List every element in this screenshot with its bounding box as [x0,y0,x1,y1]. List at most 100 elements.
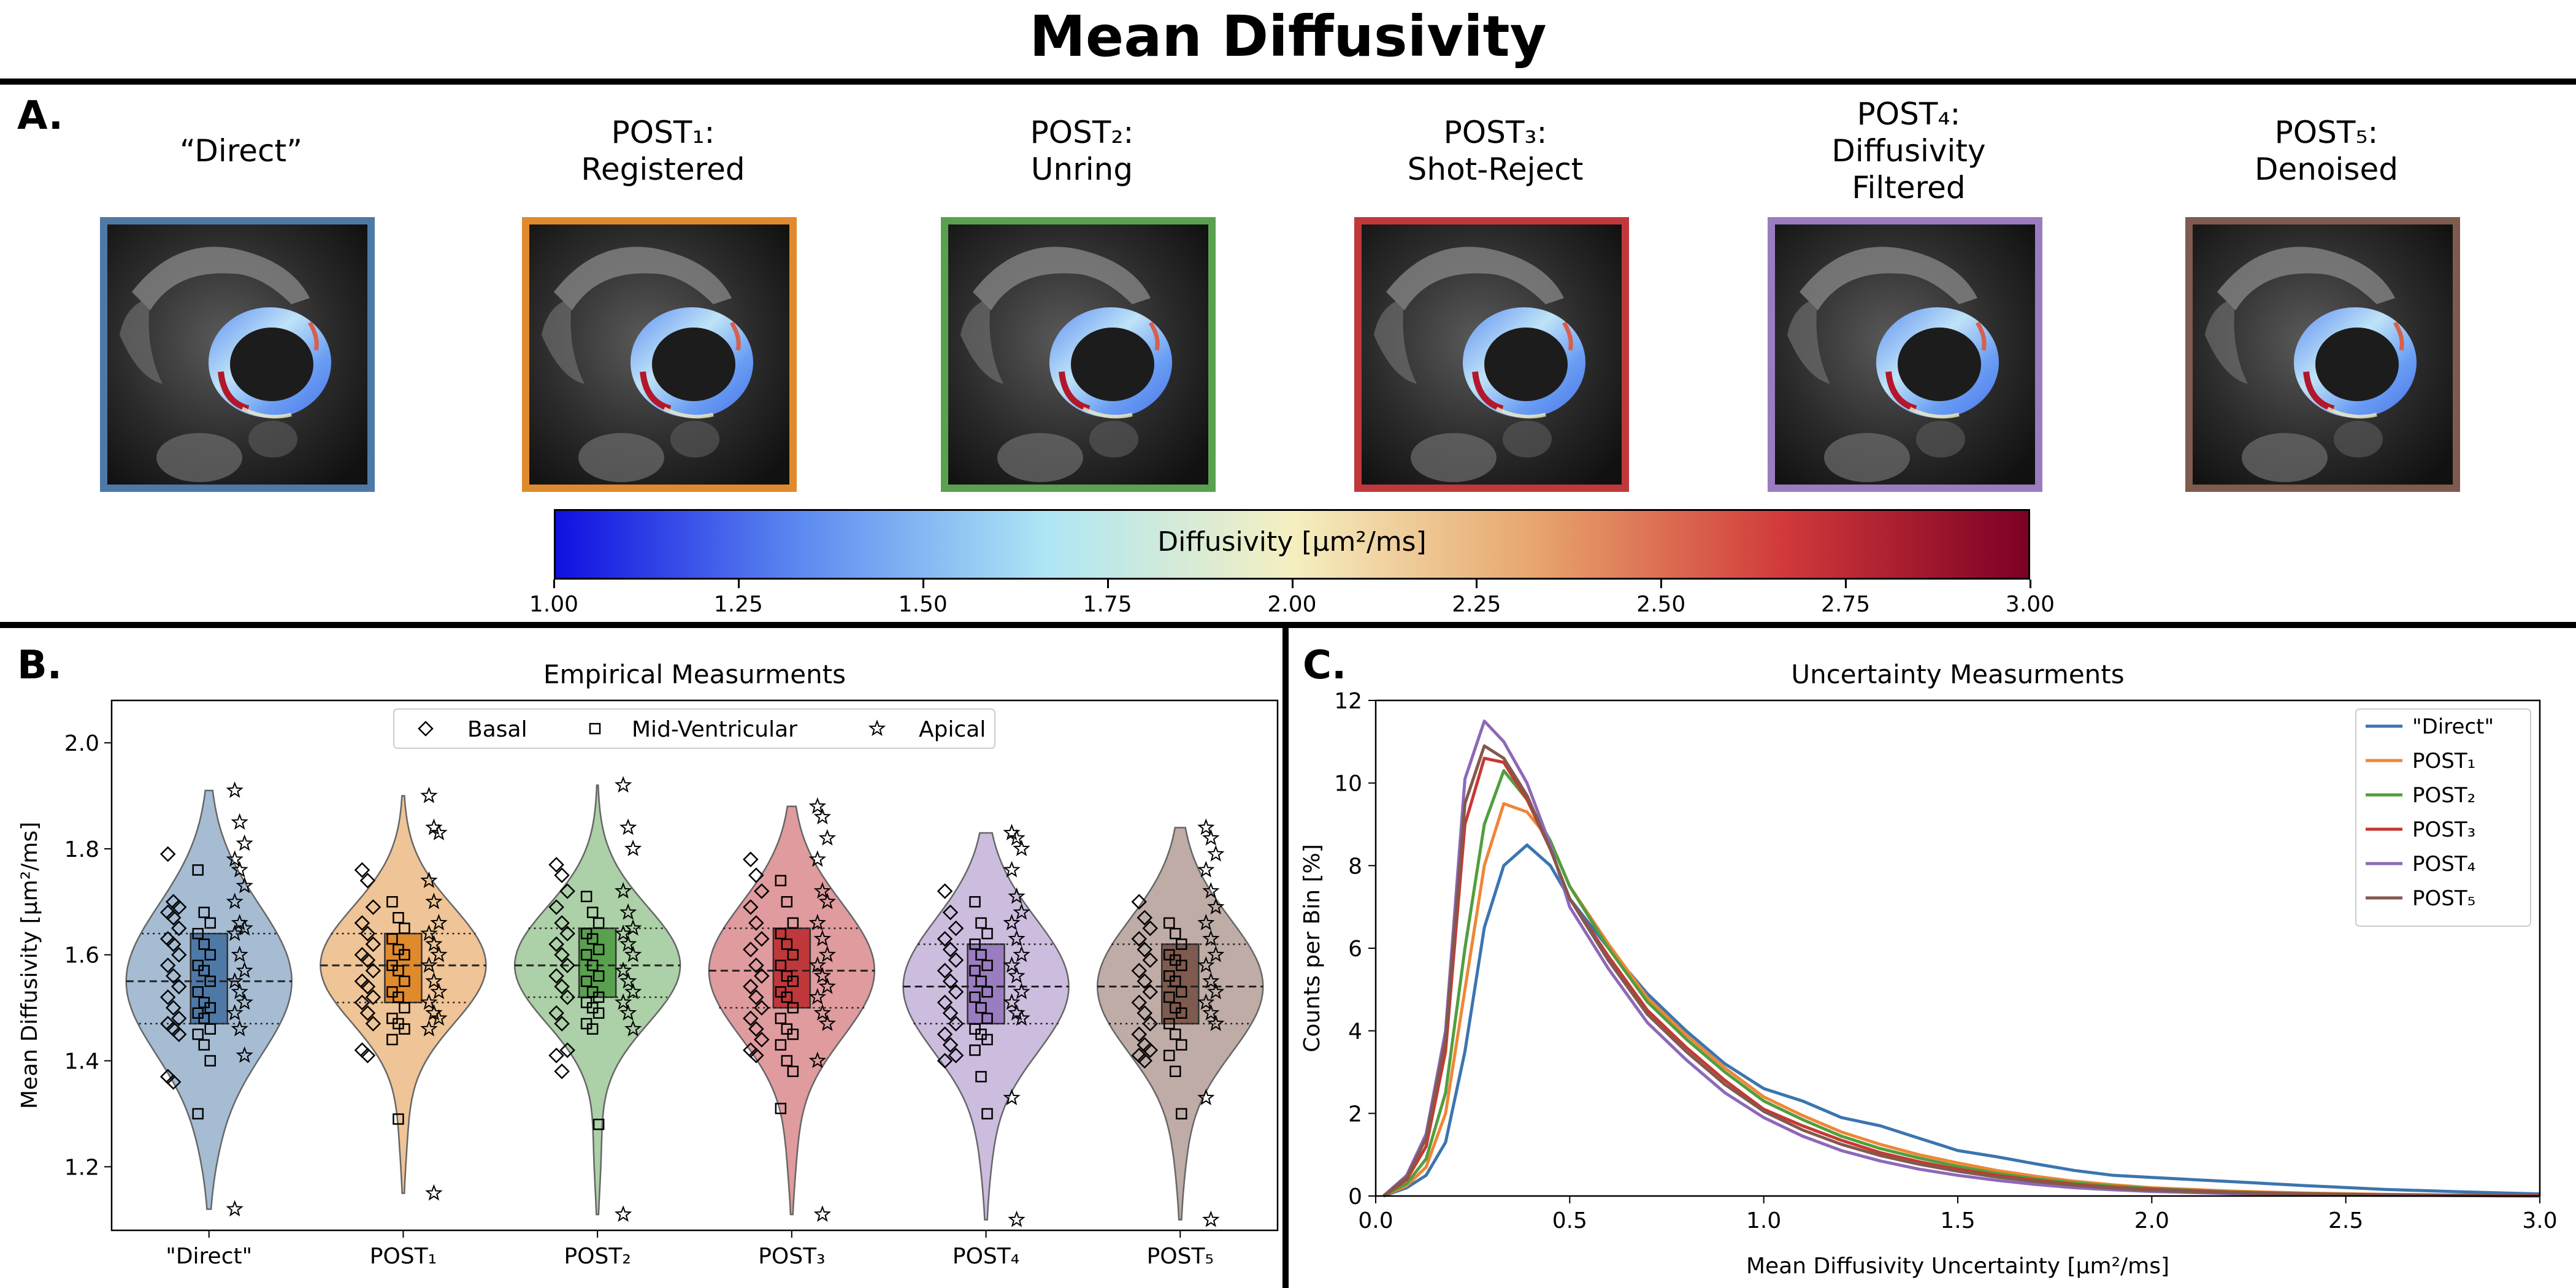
violin-axes-frame [110,699,1279,1232]
apical-marker [614,993,632,1010]
apical-marker [1207,898,1225,915]
apical-marker [1003,861,1021,878]
basal-marker [171,899,187,915]
apical-marker [808,1051,827,1068]
mri-thumbnail [941,217,1216,492]
y-tick-label: 1.4 [64,1049,99,1075]
x-tick-label: 1.0 [1746,1208,1781,1233]
mid-ventricular-marker [787,949,799,960]
basal-marker [748,989,764,1005]
mri-thumbnail [100,217,375,492]
mid-ventricular-marker [580,949,592,960]
mid-ventricular-marker [586,933,599,945]
basal-marker [748,1048,764,1064]
basal-marker [937,883,953,899]
mid-ventricular-marker [393,911,404,924]
mid-ventricular-marker [1176,959,1187,972]
basal-marker [159,846,176,862]
mid-ventricular-marker [981,927,993,940]
y-tick-label: 1.2 [64,1155,99,1180]
mid-ventricular-marker [787,917,799,929]
mid-ventricular-marker [981,1033,993,1046]
mid-ventricular-marker [386,1033,398,1046]
mid-ventricular-marker [204,917,216,929]
cardiac-mri-image [948,224,1208,485]
series-line [1382,843,2540,1198]
colorbar-tick-label: 2.25 [1452,592,1501,617]
apical-marker [619,935,637,952]
basal-marker [1142,1042,1159,1059]
mid-ventricular-marker [586,1023,599,1035]
mid-ventricular-marker [192,1029,204,1040]
apical-marker [1202,882,1220,899]
apical-marker [619,972,637,989]
apical-marker [1202,929,1220,946]
basal-marker [937,1026,953,1043]
mid-ventricular-marker [781,938,793,950]
basal-marker [548,1048,564,1064]
apical-marker [1003,914,1021,930]
apical-marker [614,924,632,941]
apical-marker [808,914,827,930]
basal-marker [937,994,953,1011]
basal-marker [554,867,570,883]
mid-ventricular-marker [1176,1007,1187,1019]
apical-marker [425,972,443,989]
mid-ventricular-marker [787,1002,799,1014]
apical-marker [1013,983,1030,1000]
basal-marker [1131,962,1148,979]
apical-marker [813,808,832,825]
apical-marker [226,972,243,989]
mri-thumbnail [522,217,797,492]
apical-marker [1008,829,1025,846]
basal-marker [743,899,759,915]
apical-marker [1013,945,1030,962]
mid-ventricular-marker [781,1055,793,1067]
basal-marker [548,968,564,984]
mid-ventricular-marker [969,938,981,950]
apical-marker [1197,861,1215,878]
apical-marker [619,903,637,920]
mid-ventricular-marker [775,1103,787,1114]
mid-ventricular-marker [393,991,404,1003]
image-label-line: Shot-Reject [1407,151,1584,187]
apical-marker [226,850,243,867]
apical-marker [818,945,837,962]
apical-marker [1197,993,1215,1010]
mid-ventricular-marker [580,975,592,987]
basal-marker [754,1000,770,1016]
x-tick-label: 0.0 [1358,1208,1393,1233]
mid-ventricular-marker [981,986,993,998]
basal-marker [1142,920,1159,937]
mid-ventricular-marker [787,975,799,987]
mid-ventricular-marker [198,965,210,976]
y-tick-label: 1.8 [64,837,99,862]
basal-marker [559,989,575,1005]
image-label-line: POST₅: [2274,115,2379,150]
mid-ventricular-marker [775,875,787,887]
mid-ventricular-marker [981,959,993,972]
colorbar-tick-mark [922,580,924,588]
colorbar-tick-mark [737,580,740,588]
x-tick-label: "Direct" [166,1244,252,1269]
mid-ventricular-marker [592,1007,605,1019]
series-line [1382,744,2540,1198]
apical-marker [231,945,248,962]
colorbar-tick-label: 1.25 [713,592,763,617]
cardiac-mri-image [107,224,367,485]
image-label-line: Diffusivity [1831,133,1986,169]
colorbar-tick-mark [1845,580,1847,588]
legend-basal-marker [418,721,434,737]
apical-marker [1197,914,1215,930]
mid-ventricular-marker [592,970,605,982]
mid-ventricular-marker [399,975,410,987]
basal-marker [1142,952,1159,968]
mid-ventricular-marker [981,1108,993,1120]
apical-marker [236,876,253,894]
colorbar-tick-label: 2.00 [1267,592,1317,617]
diffusivity-colorbar [554,509,2030,580]
basal-marker [748,867,764,883]
basal-marker [937,962,953,979]
apical-marker [1003,956,1021,973]
basal-marker [1137,910,1153,926]
